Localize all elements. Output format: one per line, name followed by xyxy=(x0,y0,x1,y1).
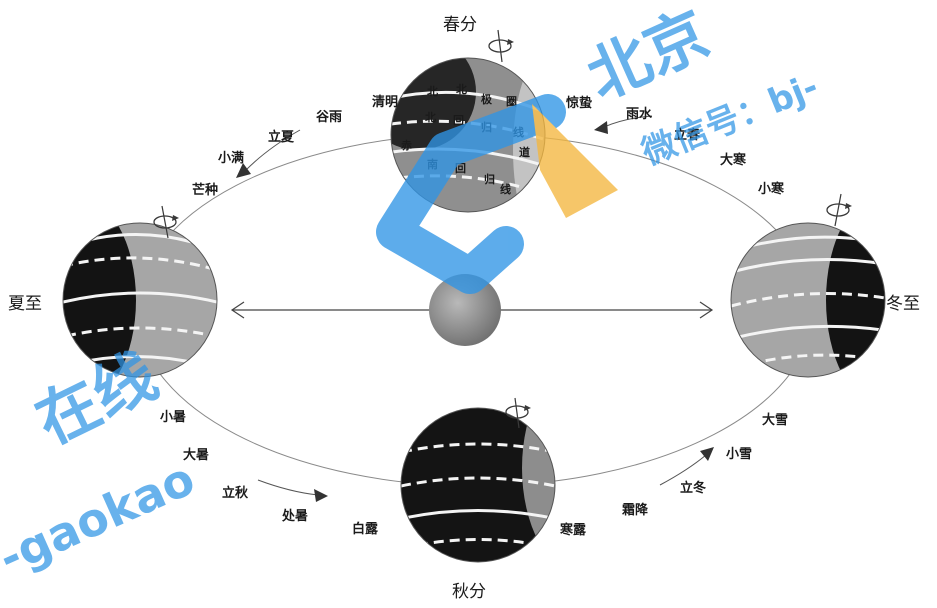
orbit-direction-arrow-icon xyxy=(257,479,328,502)
globe-glyph: 线 xyxy=(500,182,511,196)
season-label-xiazhi: 夏至 xyxy=(8,294,42,314)
orbit-direction-arrow-icon xyxy=(594,115,653,134)
globe-glyph: 赤 xyxy=(401,138,412,152)
solar-term-label: 白露 xyxy=(352,521,379,537)
sun xyxy=(429,274,501,346)
solar-term-label: 清明 xyxy=(372,94,398,110)
globe-glyph: 回 xyxy=(453,113,464,127)
solar-term-label: 处暑 xyxy=(281,508,308,524)
globe-glyph: 道 xyxy=(519,145,530,159)
globe-glyph: 圈 xyxy=(506,95,517,108)
rotation-arrow-icon xyxy=(153,205,179,239)
solar-term-label: 大雪 xyxy=(762,412,788,428)
solar-term-label: 芒种 xyxy=(192,182,218,198)
globe-glyph: 北 xyxy=(456,82,467,96)
solar-term-label: 雨水 xyxy=(626,106,653,122)
solar-term-label: 寒露 xyxy=(559,522,587,538)
globe-glyph: 北 xyxy=(425,110,436,124)
globe-glyph: 归 xyxy=(484,172,495,186)
orbit-direction-arrow-icon xyxy=(236,129,301,178)
season-label-dongzhi: 冬至 xyxy=(886,294,920,314)
solar-term-label: 小雪 xyxy=(726,446,752,462)
solar-term-label: 大暑 xyxy=(183,447,209,463)
globe-dongzhi xyxy=(730,222,886,378)
globe-qiufen xyxy=(400,407,556,563)
solar-term-label: 小暑 xyxy=(160,410,186,425)
solar-term-label: 小满 xyxy=(218,150,244,166)
solar-term-label: 大寒 xyxy=(720,152,747,168)
globe-glyph: 极 xyxy=(481,92,493,106)
globe-glyph: 北 xyxy=(427,84,438,98)
solar-term-label: 立夏 xyxy=(268,129,295,145)
rotation-arrow-icon xyxy=(505,397,531,429)
globe-xiazhi xyxy=(62,222,218,378)
solar-term-label: 立秋 xyxy=(222,485,249,501)
rotation-arrow-icon xyxy=(488,29,514,63)
watermark-text: -gaokao xyxy=(0,451,202,585)
rotation-arrow-icon xyxy=(826,193,852,227)
season-label-qiufen: 秋分 xyxy=(452,582,486,602)
solar-term-label: 谷雨 xyxy=(316,109,342,125)
solar-term-label: 惊蛰 xyxy=(566,95,592,111)
solar-term-label: 霜降 xyxy=(621,502,649,518)
season-label-chunfen: 春分 xyxy=(443,15,477,35)
solar-term-label: 立冬 xyxy=(680,480,706,496)
watermark-text: 北京 xyxy=(576,0,719,114)
orbit-direction-arrow-icon xyxy=(659,447,714,486)
solar-term-label: 小寒 xyxy=(758,181,785,197)
globe-glyph: 回 xyxy=(455,161,466,175)
solar-term-label: 立春 xyxy=(674,127,701,143)
watermark-logo xyxy=(376,94,618,294)
